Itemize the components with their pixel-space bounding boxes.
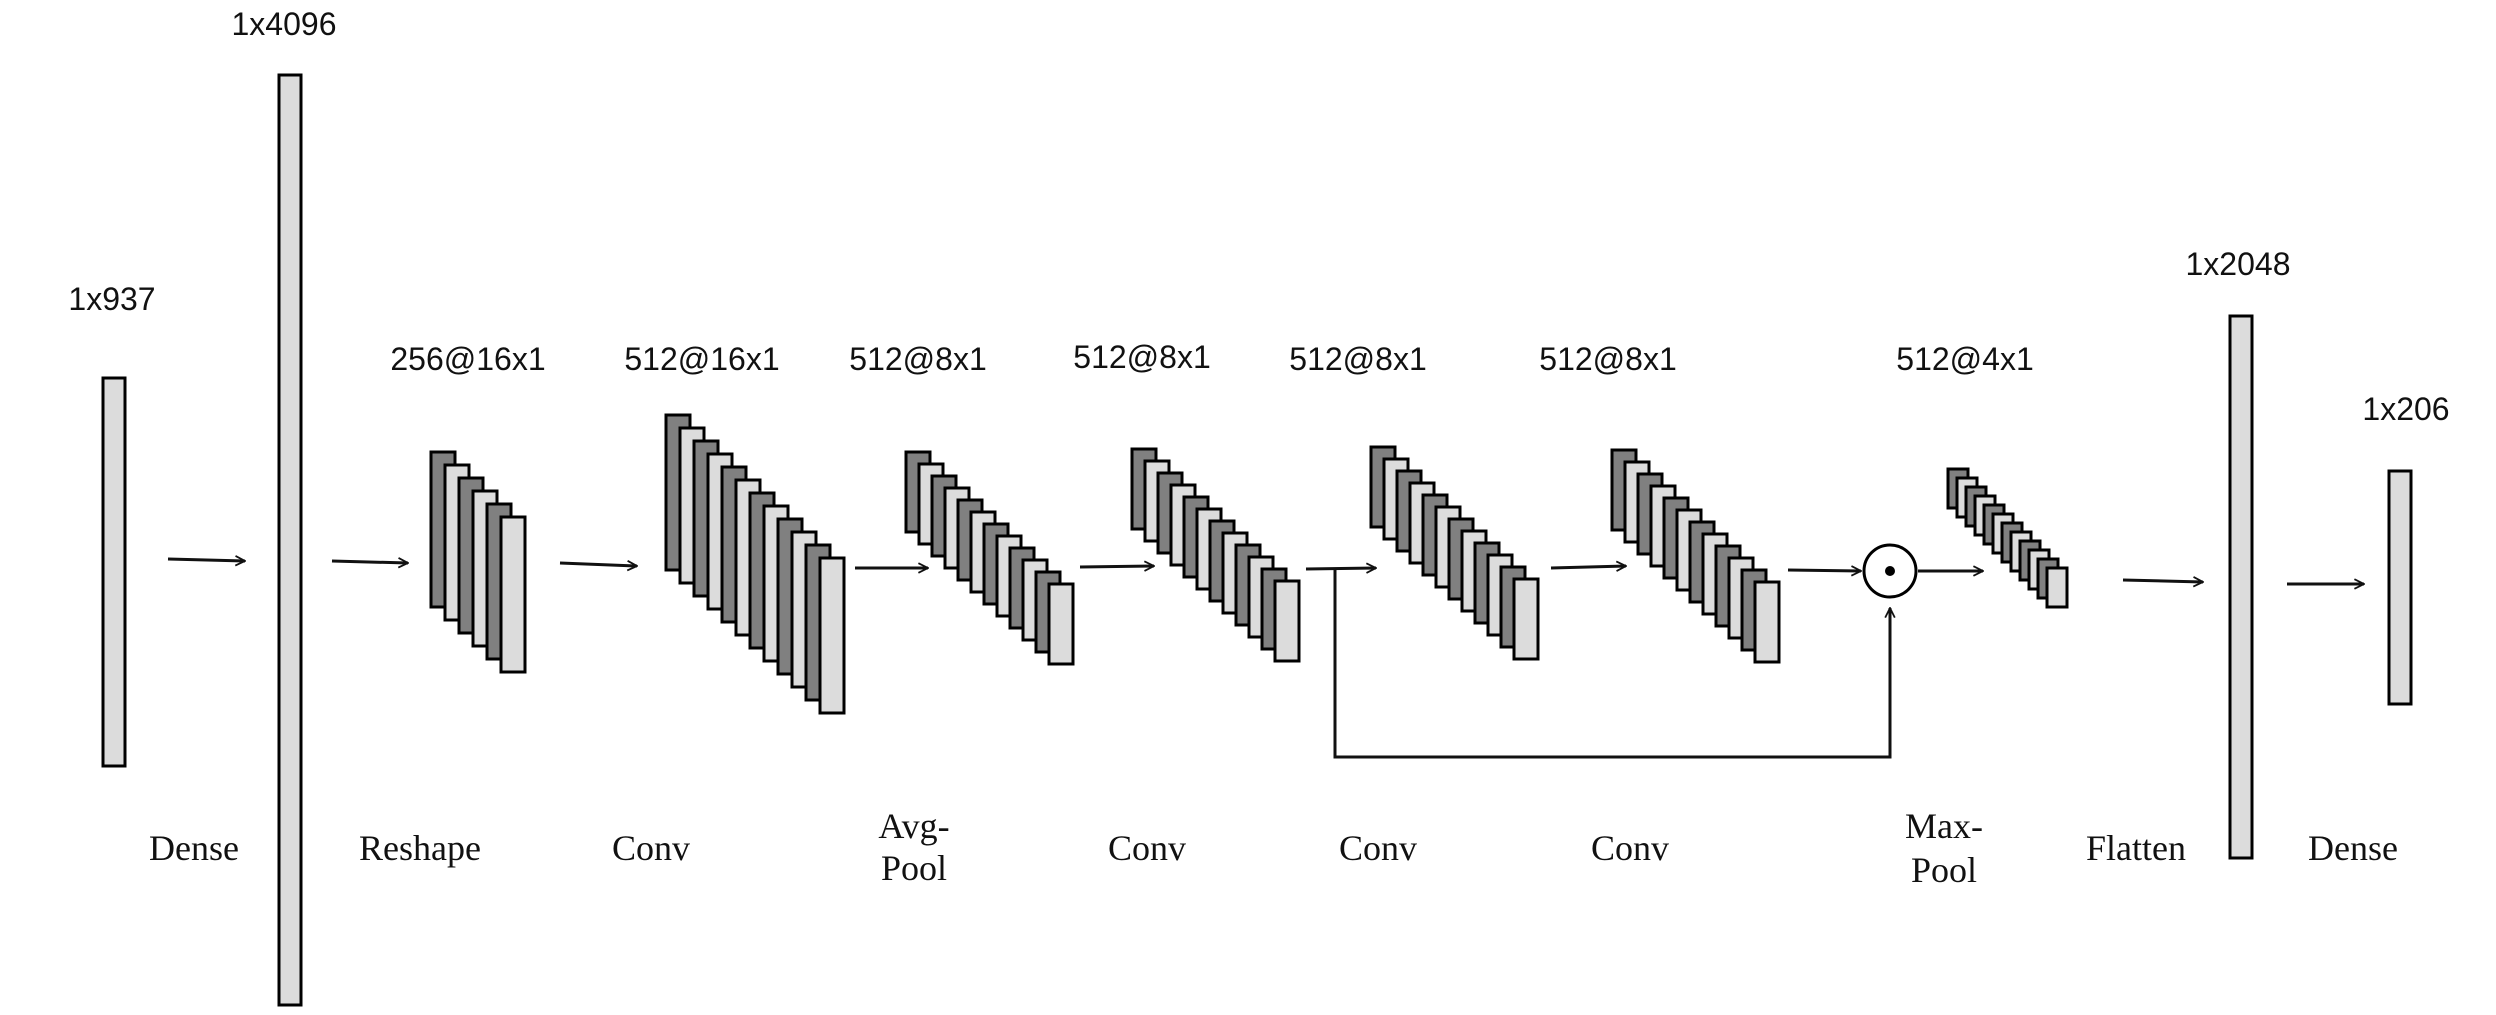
avgpool-op-label-line2: Pool — [881, 848, 947, 888]
input-dim-label: 1x937 — [68, 281, 155, 317]
flow-arrows — [167, 559, 2364, 759]
arrow-dense1-to-reshape — [331, 561, 408, 563]
reshape-stack — [429, 450, 527, 674]
conv2-op-label: Conv — [1108, 828, 1186, 868]
conv1-stack — [664, 413, 846, 715]
reshape-stack-map — [499, 515, 527, 674]
arrow-avgpool-to-conv2 — [1079, 566, 1154, 567]
flatten-op-label: Flatten — [2086, 828, 2186, 868]
conv2-stack-map — [1273, 579, 1301, 663]
conv2-dim-label: 512@8x1 — [1073, 339, 1210, 375]
conv4-dim-label: 512@8x1 — [1539, 341, 1676, 377]
maxpool-op-label-line1: Max- — [1905, 806, 1983, 846]
arrow-reshape-to-conv1 — [559, 563, 637, 566]
arrow-conv3-to-conv4 — [1550, 566, 1626, 568]
conv4-stack — [1610, 448, 1781, 664]
flatten-dim-label: 1x2048 — [2186, 246, 2291, 282]
maxpool-dim-label: 512@4x1 — [1896, 341, 2033, 377]
feature-map-stacks — [429, 413, 2069, 715]
dense1-op-label: Dense — [149, 828, 239, 868]
conv3-op-label: Conv — [1339, 828, 1417, 868]
reshape-dim-label: 256@16x1 — [390, 341, 545, 377]
dense2-dim-label: 1x206 — [2362, 391, 2449, 427]
maxpool-stack-map — [2045, 566, 2069, 609]
conv1-op-label: Conv — [612, 828, 690, 868]
dense1-vector — [277, 73, 303, 1007]
dense2-op-label: Dense — [2308, 828, 2398, 868]
skip-connection-arrow — [1333, 569, 1890, 759]
avgpool-stack — [904, 450, 1075, 666]
dense1-dim-label: 1x4096 — [232, 6, 337, 42]
avgpool-op-label-line1: Avg- — [878, 806, 949, 846]
avgpool-stack-map — [1047, 582, 1075, 666]
conv3-stack-map — [1512, 577, 1540, 661]
maxpool-stack — [1946, 467, 2069, 609]
maxpool-op-label-line2: Pool — [1911, 850, 1977, 890]
flatten-vector — [2228, 314, 2254, 860]
input-vector — [101, 376, 127, 768]
conv1-dim-label: 512@16x1 — [624, 341, 779, 377]
arrow-maxpool-to-flatten — [2122, 580, 2203, 582]
conv4-op-label: Conv — [1591, 828, 1669, 868]
merge-dot — [1885, 566, 1895, 576]
arrow-conv4-to-merge — [1787, 570, 1861, 571]
arrow-input-to-dense1 — [167, 559, 245, 561]
merge-node — [1862, 543, 1918, 599]
arrow-conv2-to-conv3 — [1305, 568, 1376, 569]
conv1-stack-map — [818, 556, 846, 715]
avgpool-dim-label: 512@8x1 — [849, 341, 986, 377]
conv2-stack — [1130, 447, 1301, 663]
conv4-stack-map — [1753, 580, 1781, 664]
dense2-vector — [2387, 469, 2413, 706]
vector-layers — [101, 73, 2413, 1007]
conv3-dim-label: 512@8x1 — [1289, 341, 1426, 377]
conv3-stack — [1369, 445, 1540, 661]
reshape-op-label: Reshape — [359, 828, 481, 868]
